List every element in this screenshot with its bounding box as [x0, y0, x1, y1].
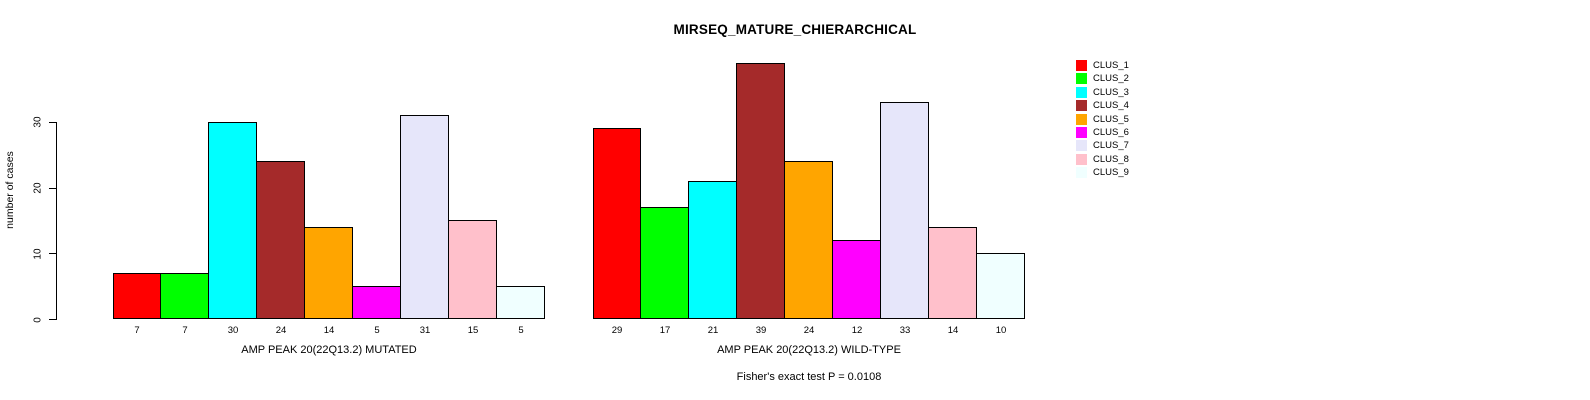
bar-clus_8: [448, 220, 497, 319]
bar-value-label: 17: [659, 325, 671, 336]
bar-value-label: 14: [947, 325, 959, 336]
bar-clus_3: [208, 122, 257, 319]
bar-value-label: 10: [995, 325, 1007, 336]
y-tick-mark: [49, 121, 56, 123]
bar-value-label: 7: [134, 325, 140, 336]
bar-clus_5: [304, 227, 353, 319]
legend-swatch: [1076, 167, 1087, 179]
bar-value-label: 30: [227, 325, 239, 336]
bar-value-label: 12: [851, 325, 863, 336]
fisher-test-caption: Fisher's exact test P = 0.0108: [736, 371, 882, 383]
bar-clus_4: [736, 63, 785, 319]
legend-swatch: [1076, 113, 1087, 125]
bar-value-label: 24: [803, 325, 815, 336]
y-tick-mark: [49, 187, 56, 189]
legend-label: CLUS_9: [1093, 167, 1129, 179]
legend-item-clus_4: CLUS_4: [1076, 100, 1129, 112]
bar-clus_6: [832, 240, 881, 319]
legend-swatch: [1076, 86, 1087, 98]
bar-clus_9: [496, 286, 545, 319]
y-tick-mark: [49, 319, 56, 320]
bar-value-label: 7: [182, 325, 188, 336]
bar-value-label: 15: [467, 325, 479, 336]
legend-swatch: [1076, 100, 1087, 112]
bar-value-label: 21: [707, 325, 719, 336]
legend-item-clus_9: CLUS_9: [1076, 167, 1129, 179]
legend-label: CLUS_1: [1093, 60, 1129, 71]
legend-item-clus_8: CLUS_8: [1076, 153, 1129, 165]
legend-label: CLUS_6: [1093, 126, 1129, 138]
legend-label: CLUS_7: [1093, 140, 1129, 152]
legend-label: CLUS_3: [1093, 86, 1129, 98]
legend-swatch: [1076, 126, 1087, 138]
y-axis-label: number of cases: [4, 151, 16, 229]
bar-clus_1: [593, 128, 641, 319]
bar-clus_9: [976, 253, 1025, 319]
bar-value-label: 39: [755, 325, 767, 336]
bar-value-label: 31: [419, 325, 431, 336]
legend-swatch: [1076, 73, 1087, 85]
legend: CLUS_1 CLUS_2 CLUS_3 CLUS_4 CLUS_5 CLUS_6 CLUS…: [1076, 60, 1129, 181]
legend-item-clus_6: CLUS_6: [1076, 126, 1129, 138]
bar-value-label: 29: [611, 325, 623, 336]
legend-item-clus_7: CLUS_7: [1076, 140, 1129, 152]
legend-label: CLUS_4: [1093, 100, 1129, 112]
bar-clus_8: [928, 227, 977, 319]
bar-value-labels-mutated: 7 7 30 24 14 5 31 15 5: [113, 325, 545, 336]
chart-title: MIRSEQ_MATURE_CHIERARCHICAL: [673, 22, 917, 37]
legend-label: CLUS_5: [1093, 113, 1129, 125]
x-axis-label-wild-type: AMP PEAK 20(22Q13.2) WILD-TYPE: [717, 344, 901, 356]
bar-clus_1: [113, 273, 161, 319]
bar-value-label: 33: [899, 325, 911, 336]
y-tick-mark: [49, 253, 56, 255]
bar-value-label: 24: [275, 325, 287, 336]
y-tick-label: 10: [32, 248, 44, 260]
bar-clus_2: [640, 207, 689, 319]
bar-group-mutated: [113, 40, 545, 319]
bar-clus_2: [160, 273, 209, 319]
bar-clus_7: [880, 102, 929, 319]
bar-clus_7: [400, 115, 449, 319]
y-tick-label: 20: [32, 182, 44, 194]
legend-item-clus_3: CLUS_3: [1076, 86, 1129, 98]
bar-value-labels-wild-type: 29 17 21 39 24 12 33 14 10: [593, 325, 1025, 336]
y-axis-line: [56, 121, 57, 320]
x-axis-label-mutated: AMP PEAK 20(22Q13.2) MUTATED: [241, 344, 417, 356]
legend-swatch: [1076, 153, 1087, 165]
bar-clus_6: [352, 286, 401, 319]
bar-group-wild-type: [593, 40, 1025, 319]
legend-item-clus_1: CLUS_1: [1076, 60, 1129, 71]
y-tick-label: 30: [32, 116, 44, 128]
legend-label: CLUS_8: [1093, 153, 1129, 165]
bar-value-label: 14: [323, 325, 335, 336]
legend-swatch: [1076, 140, 1087, 152]
legend-item-clus_5: CLUS_5: [1076, 113, 1129, 125]
legend-item-clus_2: CLUS_2: [1076, 73, 1129, 85]
bar-clus_5: [784, 161, 833, 319]
bar-value-label: 5: [374, 325, 380, 336]
y-tick-label: 0: [32, 316, 44, 323]
legend-swatch: [1076, 60, 1087, 71]
legend-label: CLUS_2: [1093, 73, 1129, 85]
bar-value-label: 5: [518, 325, 524, 336]
bar-clus_3: [688, 181, 737, 319]
bar-clus_4: [256, 161, 305, 319]
